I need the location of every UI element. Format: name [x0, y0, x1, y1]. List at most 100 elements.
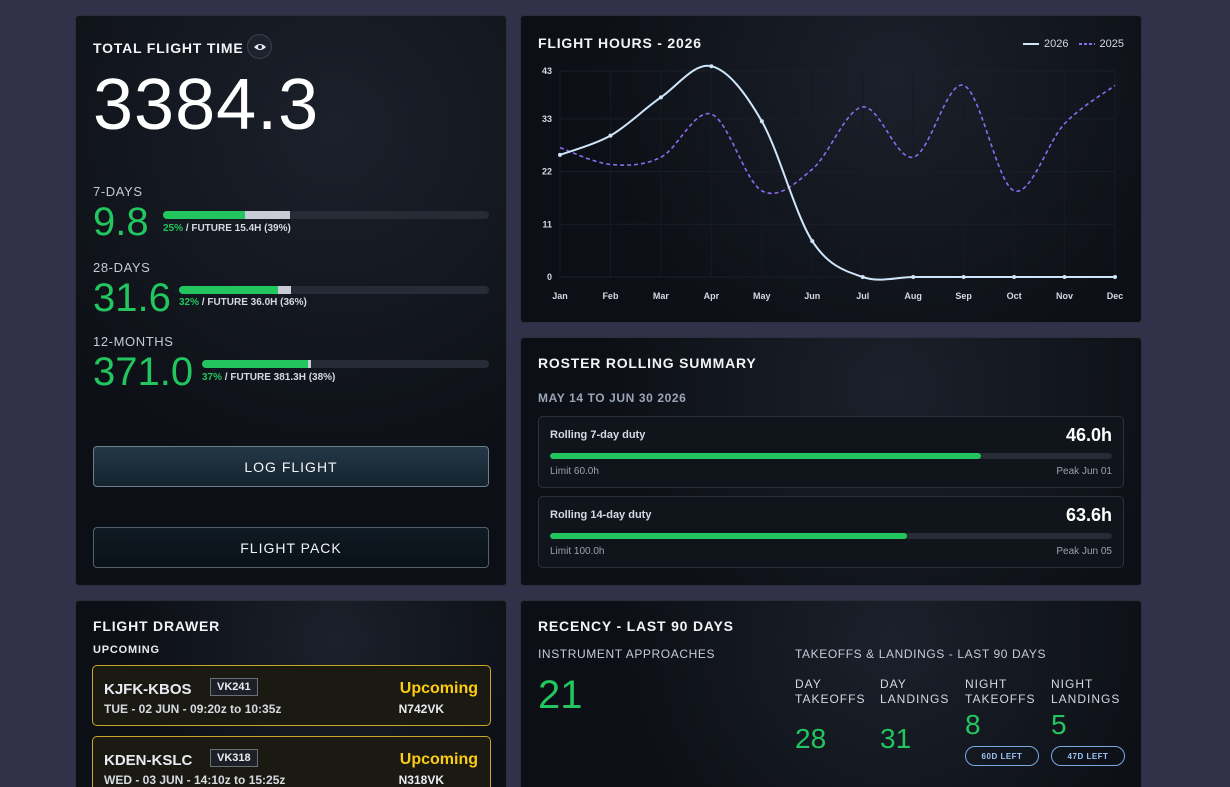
rolling-14-day-duty: Rolling 14-day duty 63.6h Limit 100.0h P…: [538, 496, 1124, 568]
data-point: [558, 152, 562, 157]
x-tick-label: Oct: [1007, 291, 1022, 301]
series-line-2026: [559, 64, 1115, 281]
legend-item-2026[interactable]: 2026: [1023, 38, 1069, 50]
period-future-text: / FUTURE 381.3H (38%): [222, 372, 336, 383]
roster-rolling-summary-card: ROSTER ROLLING SUMMARY MAY 14 TO JUN 30 …: [520, 337, 1142, 586]
period-7-days: 7-DAYS 9.8 25% / FUTURE 15.4H (39%): [93, 184, 489, 244]
data-point: [608, 133, 613, 138]
flight-schedule: WED - 03 JUN - 14:10z to 15:25z: [104, 773, 286, 787]
upcoming-heading: UPCOMING: [93, 644, 160, 656]
x-tick-label: May: [753, 291, 771, 301]
x-tick-label: Mar: [653, 291, 670, 301]
day-takeoffs: DAY TAKEOFFS 28: [795, 677, 866, 754]
future-fill: [278, 286, 291, 294]
x-tick-label: Dec: [1107, 291, 1124, 301]
period-percent: 25%: [163, 223, 184, 234]
x-tick-label: Sep: [955, 291, 972, 301]
series-line-2025: [559, 84, 1116, 195]
days-left-badge: 60D LEFT: [965, 746, 1039, 766]
future-fill: [244, 211, 291, 219]
night-landings: NIGHT LANDINGS 5 47D LEFT: [1051, 677, 1125, 766]
period-value: 31.6: [93, 276, 171, 320]
duty-peak: Peak Jun 01: [1056, 466, 1112, 477]
duty-progress-bar: [550, 533, 1112, 539]
period-percent: 32%: [179, 297, 200, 308]
stat-value: 31: [880, 723, 912, 754]
y-tick-label: 22: [542, 167, 552, 177]
x-tick-label: Jul: [856, 291, 869, 301]
instrument-approaches-value: 21: [538, 673, 583, 717]
roster-title: ROSTER ROLLING SUMMARY: [538, 355, 757, 371]
stat-label-line2: TAKEOFFS: [965, 692, 1036, 706]
flight-number-tag: VK241: [210, 678, 258, 696]
stat-label-line2: LANDINGS: [880, 692, 950, 706]
period-future-text: / FUTURE 36.0H (36%): [199, 297, 307, 308]
stat-label-line2: TAKEOFFS: [795, 692, 866, 706]
stat-value: 28: [795, 723, 827, 754]
legend-label: 2025: [1099, 38, 1124, 50]
period-progress-bar: [179, 286, 489, 294]
chart-title: FLIGHT HOURS - 2026: [538, 35, 702, 51]
legend-item-2025[interactable]: 2025: [1078, 38, 1124, 50]
period-label: 28-DAYS: [93, 260, 151, 275]
flight-route: KJFK-KBOS: [104, 681, 192, 698]
flight-status: Upcoming: [399, 751, 478, 768]
data-point: [911, 275, 916, 279]
duty-peak: Peak Jun 05: [1056, 546, 1112, 557]
duty-value: 46.0h: [1065, 425, 1112, 445]
flight-card[interactable]: KJFK-KBOS VK241 TUE - 02 JUN - 09:20z to…: [92, 665, 491, 726]
roster-date-range: MAY 14 TO JUN 30 2026: [538, 391, 687, 405]
y-tick-label: 43: [542, 66, 552, 76]
y-tick-label: 33: [542, 114, 552, 124]
stat-value: 8: [965, 709, 981, 740]
period-12-months: 12-MONTHS 371.0 37% / FUTURE 381.3H (38%…: [93, 334, 489, 394]
flight-drawer-title: FLIGHT DRAWER: [93, 618, 221, 634]
log-flight-button[interactable]: LOG FLIGHT: [93, 446, 489, 487]
solid-line-swatch: [1023, 43, 1040, 45]
period-progress-bar: [202, 360, 489, 368]
duty-limit: Limit 100.0h: [550, 546, 605, 557]
toggle-visibility-button[interactable]: [247, 34, 272, 59]
rolling-7-day-duty: Rolling 7-day duty 46.0h Limit 60.0h Pea…: [538, 416, 1124, 488]
past-fill: [179, 286, 279, 294]
data-point: [860, 275, 865, 279]
instrument-approaches-label: INSTRUMENT APPROACHES: [538, 647, 716, 661]
future-fill: [308, 360, 312, 368]
data-point: [759, 119, 764, 124]
period-value: 371.0: [93, 350, 194, 394]
period-value: 9.8: [93, 200, 149, 244]
x-tick-label: Apr: [704, 291, 720, 301]
period-28-days: 28-DAYS 31.6 32% / FUTURE 36.0H (36%): [93, 260, 489, 320]
stat-label-line1: NIGHT: [1051, 677, 1094, 691]
takeoffs-landings-label: TAKEOFFS & LANDINGS - LAST 90 DAYS: [795, 647, 1047, 661]
stat-label-line1: DAY: [880, 677, 907, 691]
stat-value: 5: [1051, 709, 1067, 740]
eye-icon: [253, 43, 266, 50]
period-caption: 37% / FUTURE 381.3H (38%): [202, 372, 335, 383]
data-point: [810, 239, 815, 244]
recency-title: RECENCY - LAST 90 DAYS: [538, 618, 734, 634]
day-landings: DAY LANDINGS 31: [880, 677, 950, 754]
x-tick-label: Aug: [904, 291, 922, 301]
data-point: [1012, 275, 1017, 279]
legend-label: 2026: [1044, 38, 1069, 50]
period-progress-bar: [163, 211, 489, 219]
flight-status: Upcoming: [399, 680, 478, 697]
stat-label-line2: LANDINGS: [1051, 692, 1121, 706]
total-flight-time-card: TOTAL FLIGHT TIME 3384.3 7-DAYS 9.8 25% …: [75, 15, 507, 586]
aircraft-tail: N742VK: [398, 702, 444, 716]
past-fill: [163, 211, 245, 219]
flight-pack-button[interactable]: FLIGHT PACK: [93, 527, 489, 568]
aircraft-tail: N318VK: [398, 773, 444, 787]
period-caption: 25% / FUTURE 15.4H (39%): [163, 223, 291, 234]
duty-progress-bar: [550, 453, 1112, 459]
flight-number-tag: VK318: [210, 749, 258, 767]
chart-legend: 2026 2025: [1023, 38, 1124, 50]
x-tick-label: Feb: [602, 291, 619, 301]
flight-card[interactable]: KDEN-KSLC VK318 WED - 03 JUN - 14:10z to…: [92, 736, 491, 787]
total-flight-time-title: TOTAL FLIGHT TIME: [93, 40, 244, 56]
y-tick-label: 0: [547, 272, 552, 282]
duty-value: 63.6h: [1065, 505, 1112, 525]
flight-drawer-card: FLIGHT DRAWER UPCOMING KJFK-KBOS VK241 T…: [75, 600, 507, 787]
duty-label: Rolling 14-day duty: [550, 509, 652, 521]
